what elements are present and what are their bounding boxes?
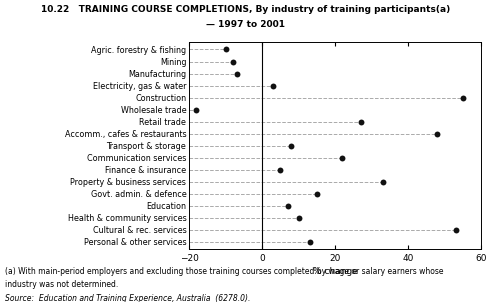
Point: [284, 204, 292, 208]
Point: [459, 95, 467, 100]
Text: (a) With main-period employers and excluding those training courses completed by: (a) With main-period employers and exclu…: [5, 267, 443, 276]
Point: [434, 131, 441, 136]
Point: [338, 155, 346, 160]
Point: [305, 239, 313, 244]
Text: industry was not determined.: industry was not determined.: [5, 280, 118, 289]
Point: [269, 83, 277, 88]
Point: [379, 179, 386, 184]
Point: [192, 107, 200, 112]
Text: 10.22   TRAINING COURSE COMPLETIONS, By industry of training participants(a): 10.22 TRAINING COURSE COMPLETIONS, By in…: [41, 5, 450, 14]
Text: Source:  Education and Training Experience, Australia  (6278.0).: Source: Education and Training Experienc…: [5, 294, 250, 302]
X-axis label: % change: % change: [313, 267, 357, 276]
Point: [295, 215, 302, 220]
Point: [221, 47, 229, 52]
Point: [287, 143, 295, 148]
Point: [452, 227, 460, 232]
Point: [357, 119, 365, 124]
Point: [276, 167, 284, 172]
Text: — 1997 to 2001: — 1997 to 2001: [206, 20, 285, 29]
Point: [313, 191, 321, 196]
Point: [233, 71, 241, 76]
Point: [229, 59, 237, 64]
